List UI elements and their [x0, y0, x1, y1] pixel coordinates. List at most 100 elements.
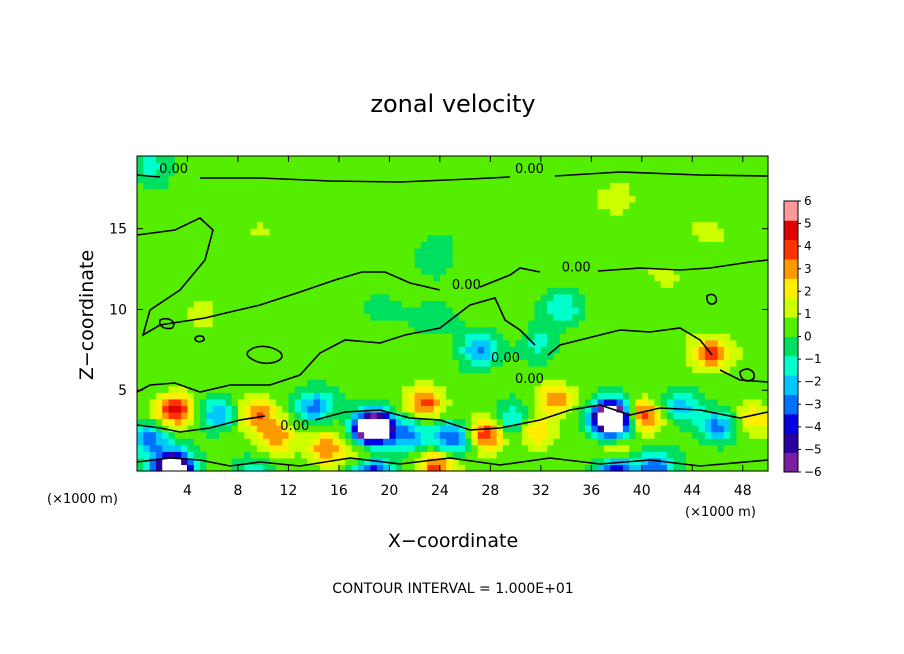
heat-cell: [231, 457, 239, 466]
heat-cell: [364, 188, 372, 196]
heat-cell: [692, 411, 700, 420]
colorbar-tick-label: −3: [804, 397, 822, 411]
heat-cell: [389, 411, 397, 420]
heat-cell: [256, 339, 264, 347]
heat-cell: [383, 156, 390, 164]
heat-cell: [704, 188, 712, 196]
heat-cell: [578, 254, 586, 262]
heat-cell: [585, 438, 592, 446]
heat-cell: [635, 306, 643, 315]
heat-cell: [364, 405, 372, 413]
heat-cell: [231, 208, 239, 216]
heat-cell: [200, 372, 208, 380]
heat-cell: [698, 438, 706, 446]
heat-cell: [641, 398, 649, 406]
heat-cell: [338, 247, 346, 256]
heat-cell: [244, 267, 252, 275]
heat-cell: [408, 300, 416, 308]
heat-cell: [389, 228, 397, 236]
heat-cell: [376, 188, 384, 196]
heat-cell: [181, 215, 189, 223]
heat-cell: [585, 287, 592, 295]
heat-cell: [269, 392, 277, 400]
heat-cell: [219, 169, 226, 177]
heat-cell: [389, 234, 397, 242]
heat-cell: [168, 215, 176, 223]
heat-cell: [357, 392, 365, 400]
heat-cell: [439, 464, 447, 472]
heat-cell: [484, 156, 491, 164]
heat-cell: [458, 405, 466, 413]
heat-cell: [370, 261, 378, 269]
heat-cell: [521, 385, 529, 393]
heat-cell: [540, 188, 548, 196]
heat-cell: [736, 379, 744, 387]
x-tick-label: 20: [380, 483, 398, 499]
heat-cell: [181, 418, 189, 426]
heat-cell: [698, 425, 706, 433]
heat-cell: [553, 418, 561, 426]
heat-cell: [660, 451, 668, 459]
heat-cell: [187, 313, 195, 321]
heat-cell: [749, 247, 756, 256]
heat-cell: [559, 464, 567, 472]
heat-cell: [439, 254, 447, 262]
heat-cell: [420, 162, 428, 170]
heat-cell: [667, 352, 674, 361]
heat-cell: [389, 352, 397, 361]
heat-cell: [648, 156, 656, 164]
heat-cell: [559, 156, 567, 164]
heat-cell: [704, 326, 712, 334]
heat-cell: [603, 320, 611, 328]
heat-cell: [275, 398, 283, 406]
heat-cell: [219, 418, 226, 426]
heat-cell: [490, 195, 498, 203]
heat-cell: [149, 234, 157, 242]
heat-cell: [168, 195, 176, 203]
heat-cell: [351, 451, 359, 459]
heat-cell: [282, 444, 290, 452]
heat-cell: [225, 280, 233, 288]
heat-cell: [313, 208, 321, 216]
heat-cell: [307, 411, 315, 420]
heat-cell: [749, 418, 756, 426]
heat-cell: [484, 431, 491, 439]
heat-cell: [452, 208, 460, 216]
heat-cell: [288, 280, 296, 288]
heat-cell: [736, 234, 744, 242]
heat-cell: [174, 320, 182, 328]
heat-cell: [616, 306, 624, 315]
heat-cell: [149, 261, 157, 269]
heat-cell: [402, 182, 409, 190]
heat-cell: [547, 346, 555, 354]
heat-cell: [540, 366, 548, 374]
heat-cell: [547, 247, 555, 256]
heat-cell: [446, 169, 454, 177]
heat-cell: [326, 254, 334, 262]
heat-cell: [534, 280, 542, 288]
heat-cell: [509, 241, 517, 249]
heat-cell: [357, 261, 365, 269]
heat-cell: [263, 293, 271, 301]
heat-cell: [717, 425, 725, 433]
heat-cell: [237, 254, 245, 262]
heat-cell: [282, 457, 290, 466]
heat-cell: [187, 293, 195, 301]
heat-cell: [446, 156, 454, 164]
heat-cell: [181, 306, 189, 315]
heat-cell: [206, 188, 214, 196]
heat-cell: [275, 339, 283, 347]
heat-cell: [521, 418, 529, 426]
heat-cell: [225, 372, 233, 380]
heat-cell: [566, 221, 573, 229]
heat-cell: [143, 385, 151, 393]
heat-cell: [420, 372, 428, 380]
heat-cell: [635, 182, 643, 190]
heat-cell: [502, 162, 510, 170]
heat-cell: [370, 438, 378, 446]
heat-cell: [635, 175, 643, 183]
heat-cell: [502, 201, 510, 210]
heat-cell: [376, 261, 384, 269]
heat-cell: [250, 438, 258, 446]
heat-cell: [559, 300, 567, 308]
